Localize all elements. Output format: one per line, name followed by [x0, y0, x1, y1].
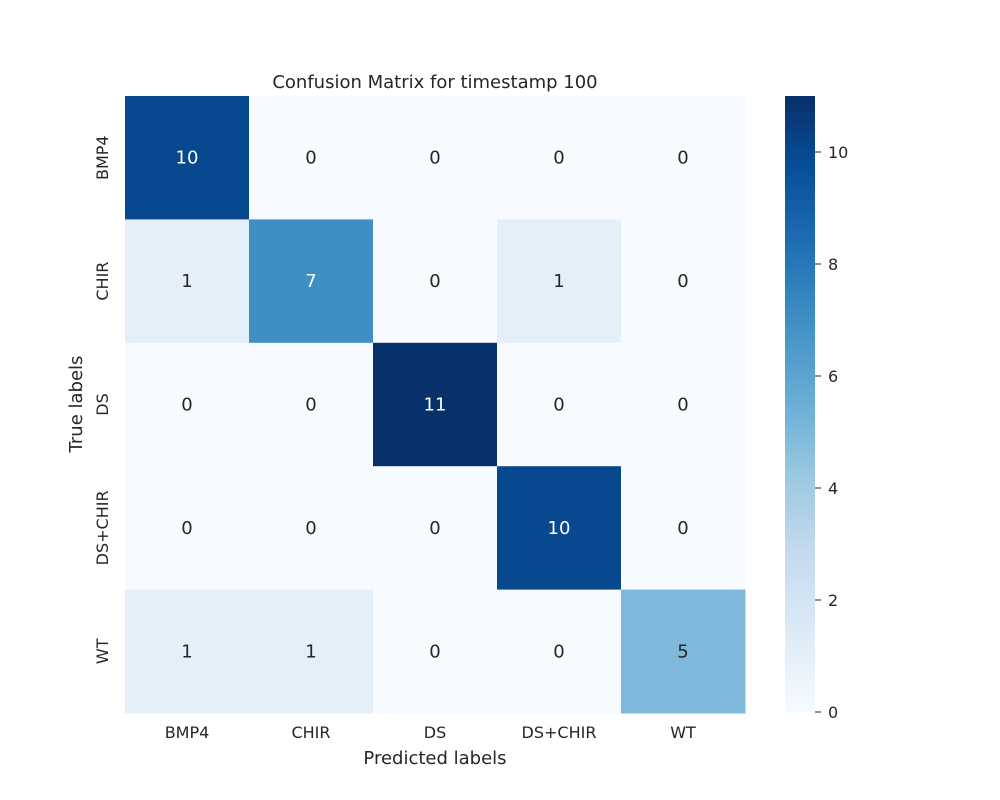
y-tick-label: BMP4 — [93, 135, 112, 180]
cell-value-label: 0 — [429, 271, 440, 292]
heatmap-cell — [373, 342, 498, 467]
colorbar — [785, 96, 815, 712]
cell-value-label: 1 — [181, 271, 192, 292]
colorbar-tick-label: 2 — [828, 591, 838, 610]
heatmap-cell — [621, 342, 746, 467]
y-tick-label: DS — [93, 393, 112, 415]
heatmap-cell — [621, 466, 746, 591]
heatmap-cell — [497, 219, 622, 344]
x-axis-label: Predicted labels — [363, 748, 506, 769]
x-tick-label: DS — [424, 723, 446, 742]
heatmap-cell — [373, 219, 498, 344]
cell-value-label: 0 — [429, 148, 440, 169]
heatmap-cell — [497, 589, 622, 714]
heatmap-cell — [373, 589, 498, 714]
heatmap-cell — [125, 589, 250, 714]
cell-value-label: 10 — [176, 148, 199, 169]
chart-title: Confusion Matrix for timestamp 100 — [272, 72, 597, 93]
x-tick-label: BMP4 — [165, 723, 210, 742]
cell-value-label: 0 — [553, 395, 564, 416]
cell-value-label: 0 — [429, 518, 440, 539]
colorbar-tick-label: 10 — [828, 143, 848, 162]
cell-value-label: 10 — [548, 518, 571, 539]
cell-value-label: 0 — [677, 518, 688, 539]
cell-value-label: 0 — [305, 395, 316, 416]
heatmap-cell — [125, 342, 250, 467]
cell-value-label: 0 — [305, 518, 316, 539]
cell-value-label: 0 — [553, 641, 564, 662]
heatmap-cell — [373, 466, 498, 591]
cell-value-label: 1 — [181, 641, 192, 662]
y-tick-label: DS+CHIR — [93, 490, 112, 565]
y-tick-label: CHIR — [93, 262, 112, 301]
cell-value-label: 0 — [181, 518, 192, 539]
heatmap-cell — [621, 219, 746, 344]
cell-value-label: 1 — [553, 271, 564, 292]
cell-value-label: 0 — [677, 395, 688, 416]
x-tick-labels: BMP4 CHIR DS DS+CHIR WT — [165, 723, 696, 742]
colorbar-ticks: 0 2 4 6 8 10 — [815, 143, 848, 722]
heatmap-cell — [497, 342, 622, 467]
heatmap-cell — [249, 219, 374, 344]
heatmap-cell — [125, 96, 250, 220]
x-tick-label: DS+CHIR — [522, 723, 597, 742]
cell-value-label: 11 — [424, 395, 447, 416]
heatmap-cell — [621, 589, 746, 714]
cell-value-label: 0 — [305, 148, 316, 169]
heatmap-cells: 10 0 0 0 01 7 0 1 00 0 11 0 00 0 0 10 01 1 0 0 5 — [125, 96, 746, 714]
heatmap-cell — [497, 96, 622, 220]
x-tick-label: CHIR — [291, 723, 330, 742]
x-tick-label: WT — [670, 723, 696, 742]
cell-value-label: 0 — [677, 271, 688, 292]
heatmap-cell — [373, 96, 498, 220]
heatmap-cell — [249, 96, 374, 220]
cell-value-label: 1 — [305, 641, 316, 662]
heatmap-cell — [621, 96, 746, 220]
y-tick-labels: BMP4 CHIR DS DS+CHIR WT — [93, 135, 112, 664]
heatmap-cell — [125, 219, 250, 344]
y-axis-label: True labels — [66, 356, 87, 454]
y-tick-label: WT — [93, 638, 112, 664]
colorbar-tick-label: 4 — [828, 479, 838, 498]
colorbar-tick-label: 6 — [828, 367, 838, 386]
heatmap-cell — [249, 466, 374, 591]
heatmap-cell — [249, 342, 374, 467]
cell-value-label: 0 — [429, 641, 440, 662]
cell-value-label: 0 — [677, 148, 688, 169]
cell-value-label: 0 — [181, 395, 192, 416]
colorbar-tick-label: 0 — [828, 703, 838, 722]
heatmap-cell — [125, 466, 250, 591]
cell-value-label: 0 — [553, 148, 564, 169]
cell-value-label: 5 — [677, 641, 688, 662]
cell-value-label: 7 — [305, 271, 316, 292]
heatmap-cell — [497, 466, 622, 591]
heatmap-cell — [249, 589, 374, 714]
colorbar-tick-label: 8 — [828, 255, 838, 274]
